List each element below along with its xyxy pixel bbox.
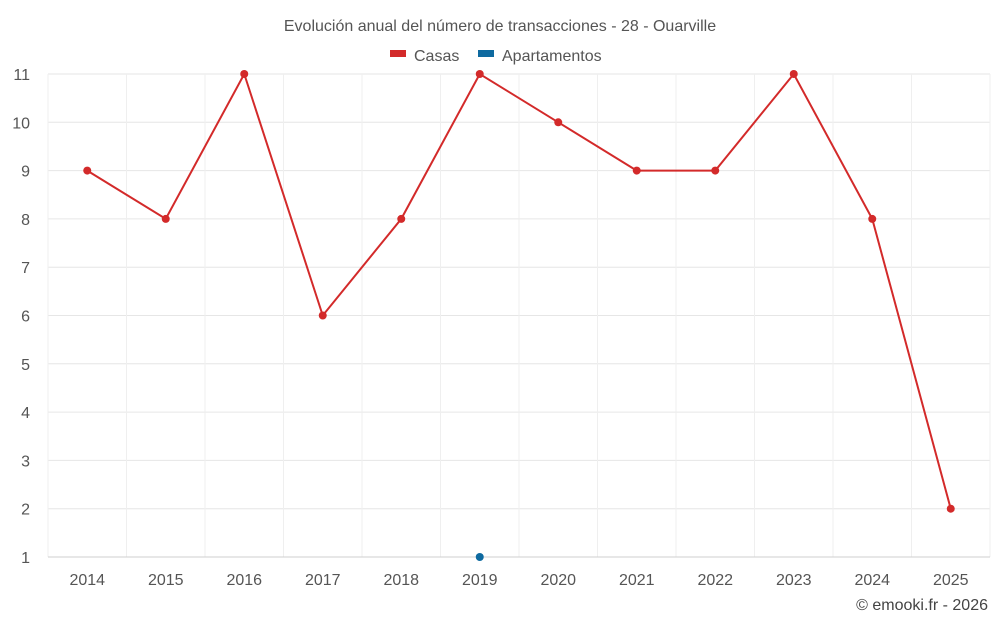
x-tick-label: 2017	[305, 572, 341, 589]
legend: Casas Apartamentos	[390, 48, 602, 65]
chart-title: Evolución anual del número de transaccio…	[284, 18, 716, 35]
data-point[interactable]	[789, 70, 798, 78]
x-tick-label: 2021	[619, 572, 655, 589]
y-tick-label: 6	[21, 309, 30, 326]
x-tick-label: 2019	[462, 572, 498, 589]
y-tick-label: 11	[13, 67, 30, 84]
legend-swatch	[478, 50, 494, 57]
data-point[interactable]	[475, 70, 484, 78]
y-tick-label: 2	[21, 502, 30, 519]
y-tick-label: 4	[21, 405, 30, 422]
data-point[interactable]	[397, 214, 406, 223]
legend-label[interactable]: Casas	[414, 48, 459, 65]
x-tick-label: 2014	[69, 572, 105, 589]
x-tick-label: 2022	[697, 572, 733, 589]
data-point[interactable]	[711, 166, 720, 175]
legend-swatch	[390, 50, 406, 57]
x-tick-label: 2024	[854, 572, 890, 589]
y-tick-label: 3	[21, 453, 30, 470]
x-tick-label: 2023	[776, 572, 812, 589]
x-axis: 2014 2015 2016 2017 2018 2019 2020 2021 2022 2023…	[69, 572, 968, 589]
series-line	[86, 71, 952, 509]
series-layer	[83, 70, 955, 561]
y-tick-label: 8	[21, 212, 30, 229]
data-point[interactable]	[83, 166, 92, 175]
data-point[interactable]	[868, 214, 877, 223]
grid	[47, 73, 991, 558]
x-tick-label: 2016	[226, 572, 262, 589]
data-point[interactable]	[946, 504, 955, 513]
x-tick-label: 2018	[383, 572, 419, 589]
data-point[interactable]	[632, 166, 641, 175]
y-axis: 1 2 3 4 5 6 7 8 9 10 11	[12, 67, 30, 567]
y-tick-label: 10	[12, 115, 30, 132]
y-tick-label: 9	[21, 164, 30, 181]
data-point[interactable]	[318, 311, 327, 320]
credit-text: © emooki.fr - 2026	[856, 597, 988, 614]
x-tick-label: 2020	[540, 572, 576, 589]
y-tick-label: 7	[21, 260, 30, 277]
data-point[interactable]	[240, 70, 249, 78]
y-tick-label: 1	[21, 550, 30, 567]
data-point[interactable]	[554, 118, 563, 127]
data-point[interactable]	[161, 214, 170, 223]
legend-label[interactable]: Apartamentos	[502, 48, 602, 65]
x-tick-label: 2025	[933, 572, 969, 589]
y-tick-label: 5	[21, 357, 30, 374]
data-point[interactable]	[475, 553, 484, 561]
x-tick-label: 2015	[148, 572, 184, 589]
